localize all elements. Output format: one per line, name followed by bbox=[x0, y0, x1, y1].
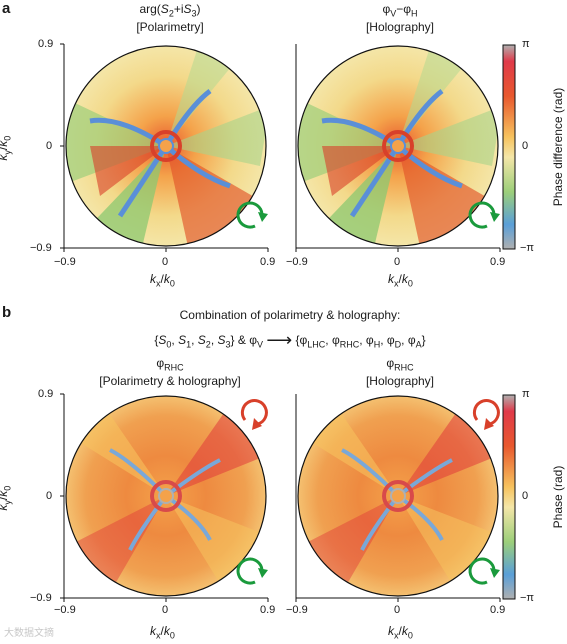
panel-a-right-xtick-pos: 0.9 bbox=[490, 256, 506, 268]
panel-b-header: Combination of polarimetry & holography: bbox=[179, 308, 401, 322]
panel-b-left-xtick-zero: 0 bbox=[162, 604, 169, 616]
panel-b-ylabel: ky/k0 bbox=[0, 485, 13, 511]
panel-b-left-title: φRHC [Polarimetry & holography] bbox=[80, 356, 260, 388]
panel-a-colorbar-label: Phase difference (rad) bbox=[551, 87, 565, 207]
panel-b-left-xlabel: kx/k0 bbox=[150, 624, 175, 641]
panel-b-right-title-line1: φRHC bbox=[386, 356, 414, 373]
panel-a-left-xtick-neg: −0.9 bbox=[54, 256, 76, 268]
panel-b-cb-top: π bbox=[522, 388, 530, 400]
panel-a-right-plot bbox=[295, 44, 501, 252]
panel-a-left-title: arg(S2+iS3) [Polarimetry] bbox=[100, 2, 240, 34]
panel-a-cb-top: π bbox=[522, 38, 530, 50]
phase-pattern bbox=[66, 46, 266, 246]
panel-a-left-plot bbox=[60, 43, 269, 252]
panel-b-ytick-top: 0.9 bbox=[38, 388, 54, 400]
circular-arrow-red-icon bbox=[472, 399, 500, 430]
panel-a-left-title-line1: arg(S2+iS3) bbox=[139, 2, 201, 19]
panel-b-right-xtick-pos: 0.9 bbox=[490, 604, 506, 616]
panel-b-formula: {S0, S1, S2, S3} & φV ⟶ {φLHC, φRHC, φH,… bbox=[154, 330, 426, 350]
panel-a-left-xtick-zero: 0 bbox=[162, 256, 169, 268]
panel-a-left-xtick-pos: 0.9 bbox=[260, 256, 276, 268]
panel-a-ylabel: ky/k0 bbox=[0, 135, 13, 161]
panel-b-colorbar bbox=[502, 394, 516, 600]
panel-b-right-title: φRHC [Holography] bbox=[330, 356, 470, 388]
panel-a-right-xtick-neg: −0.9 bbox=[286, 256, 308, 268]
panel-a-colorbar bbox=[502, 44, 516, 250]
panel-b-colorbar-label: Phase (rad) bbox=[551, 465, 565, 529]
panel-a-right-title-line1: φV−φH bbox=[382, 2, 418, 19]
panel-b-letter: b bbox=[2, 304, 12, 321]
panel-a-right-xtick-zero: 0 bbox=[394, 256, 401, 268]
circular-arrow-red-icon bbox=[240, 399, 268, 430]
panel-a-ytick-top: 0.9 bbox=[38, 38, 54, 50]
panel-b-cb-bottom: −π bbox=[520, 592, 535, 604]
panel-b-right-plot bbox=[295, 394, 501, 602]
panel-b-left-plot bbox=[60, 393, 269, 602]
panel-b-right-title-line2: [Holography] bbox=[365, 374, 435, 389]
panel-b-right-xlabel: kx/k0 bbox=[388, 624, 413, 641]
circular-arrow-icon bbox=[236, 557, 268, 585]
panel-b-left-title-line1: φRHC bbox=[156, 356, 184, 373]
panel-b-left-title-line2: [Polarimetry & holography] bbox=[99, 374, 241, 389]
watermark: 大数据文摘 bbox=[4, 628, 54, 639]
panel-a-left-xlabel: kx/k0 bbox=[150, 272, 175, 289]
phase-pattern bbox=[298, 46, 498, 246]
circular-arrow-icon bbox=[468, 201, 500, 229]
panel-b-ytick-bottom: −0.9 bbox=[30, 592, 52, 604]
panel-a-right-title: φV−φH [Holography] bbox=[330, 2, 470, 34]
circular-arrow-icon bbox=[468, 557, 500, 585]
panel-a-right-xlabel: kx/k0 bbox=[388, 272, 413, 289]
panel-a-cb-bottom: −π bbox=[520, 242, 535, 254]
panel-a-ytick-zero: 0 bbox=[46, 140, 53, 152]
panel-b-left-xtick-pos: 0.9 bbox=[260, 604, 276, 616]
panel-a-right-title-line2: [Holography] bbox=[365, 20, 435, 35]
panel-a-cb-mid: 0 bbox=[522, 140, 529, 152]
panel-b-right-xtick-neg: −0.9 bbox=[286, 604, 308, 616]
panel-b-cb-mid: 0 bbox=[522, 490, 529, 502]
panel-b-left-xtick-neg: −0.9 bbox=[54, 604, 76, 616]
panel-b-ytick-zero: 0 bbox=[46, 490, 53, 502]
panel-a-letter: a bbox=[2, 0, 11, 17]
panel-a-left-title-line2: [Polarimetry] bbox=[136, 20, 204, 35]
panel-a-ytick-bottom: −0.9 bbox=[30, 242, 52, 254]
circular-arrow-icon bbox=[236, 201, 268, 229]
panel-b-right-xtick-zero: 0 bbox=[394, 604, 401, 616]
